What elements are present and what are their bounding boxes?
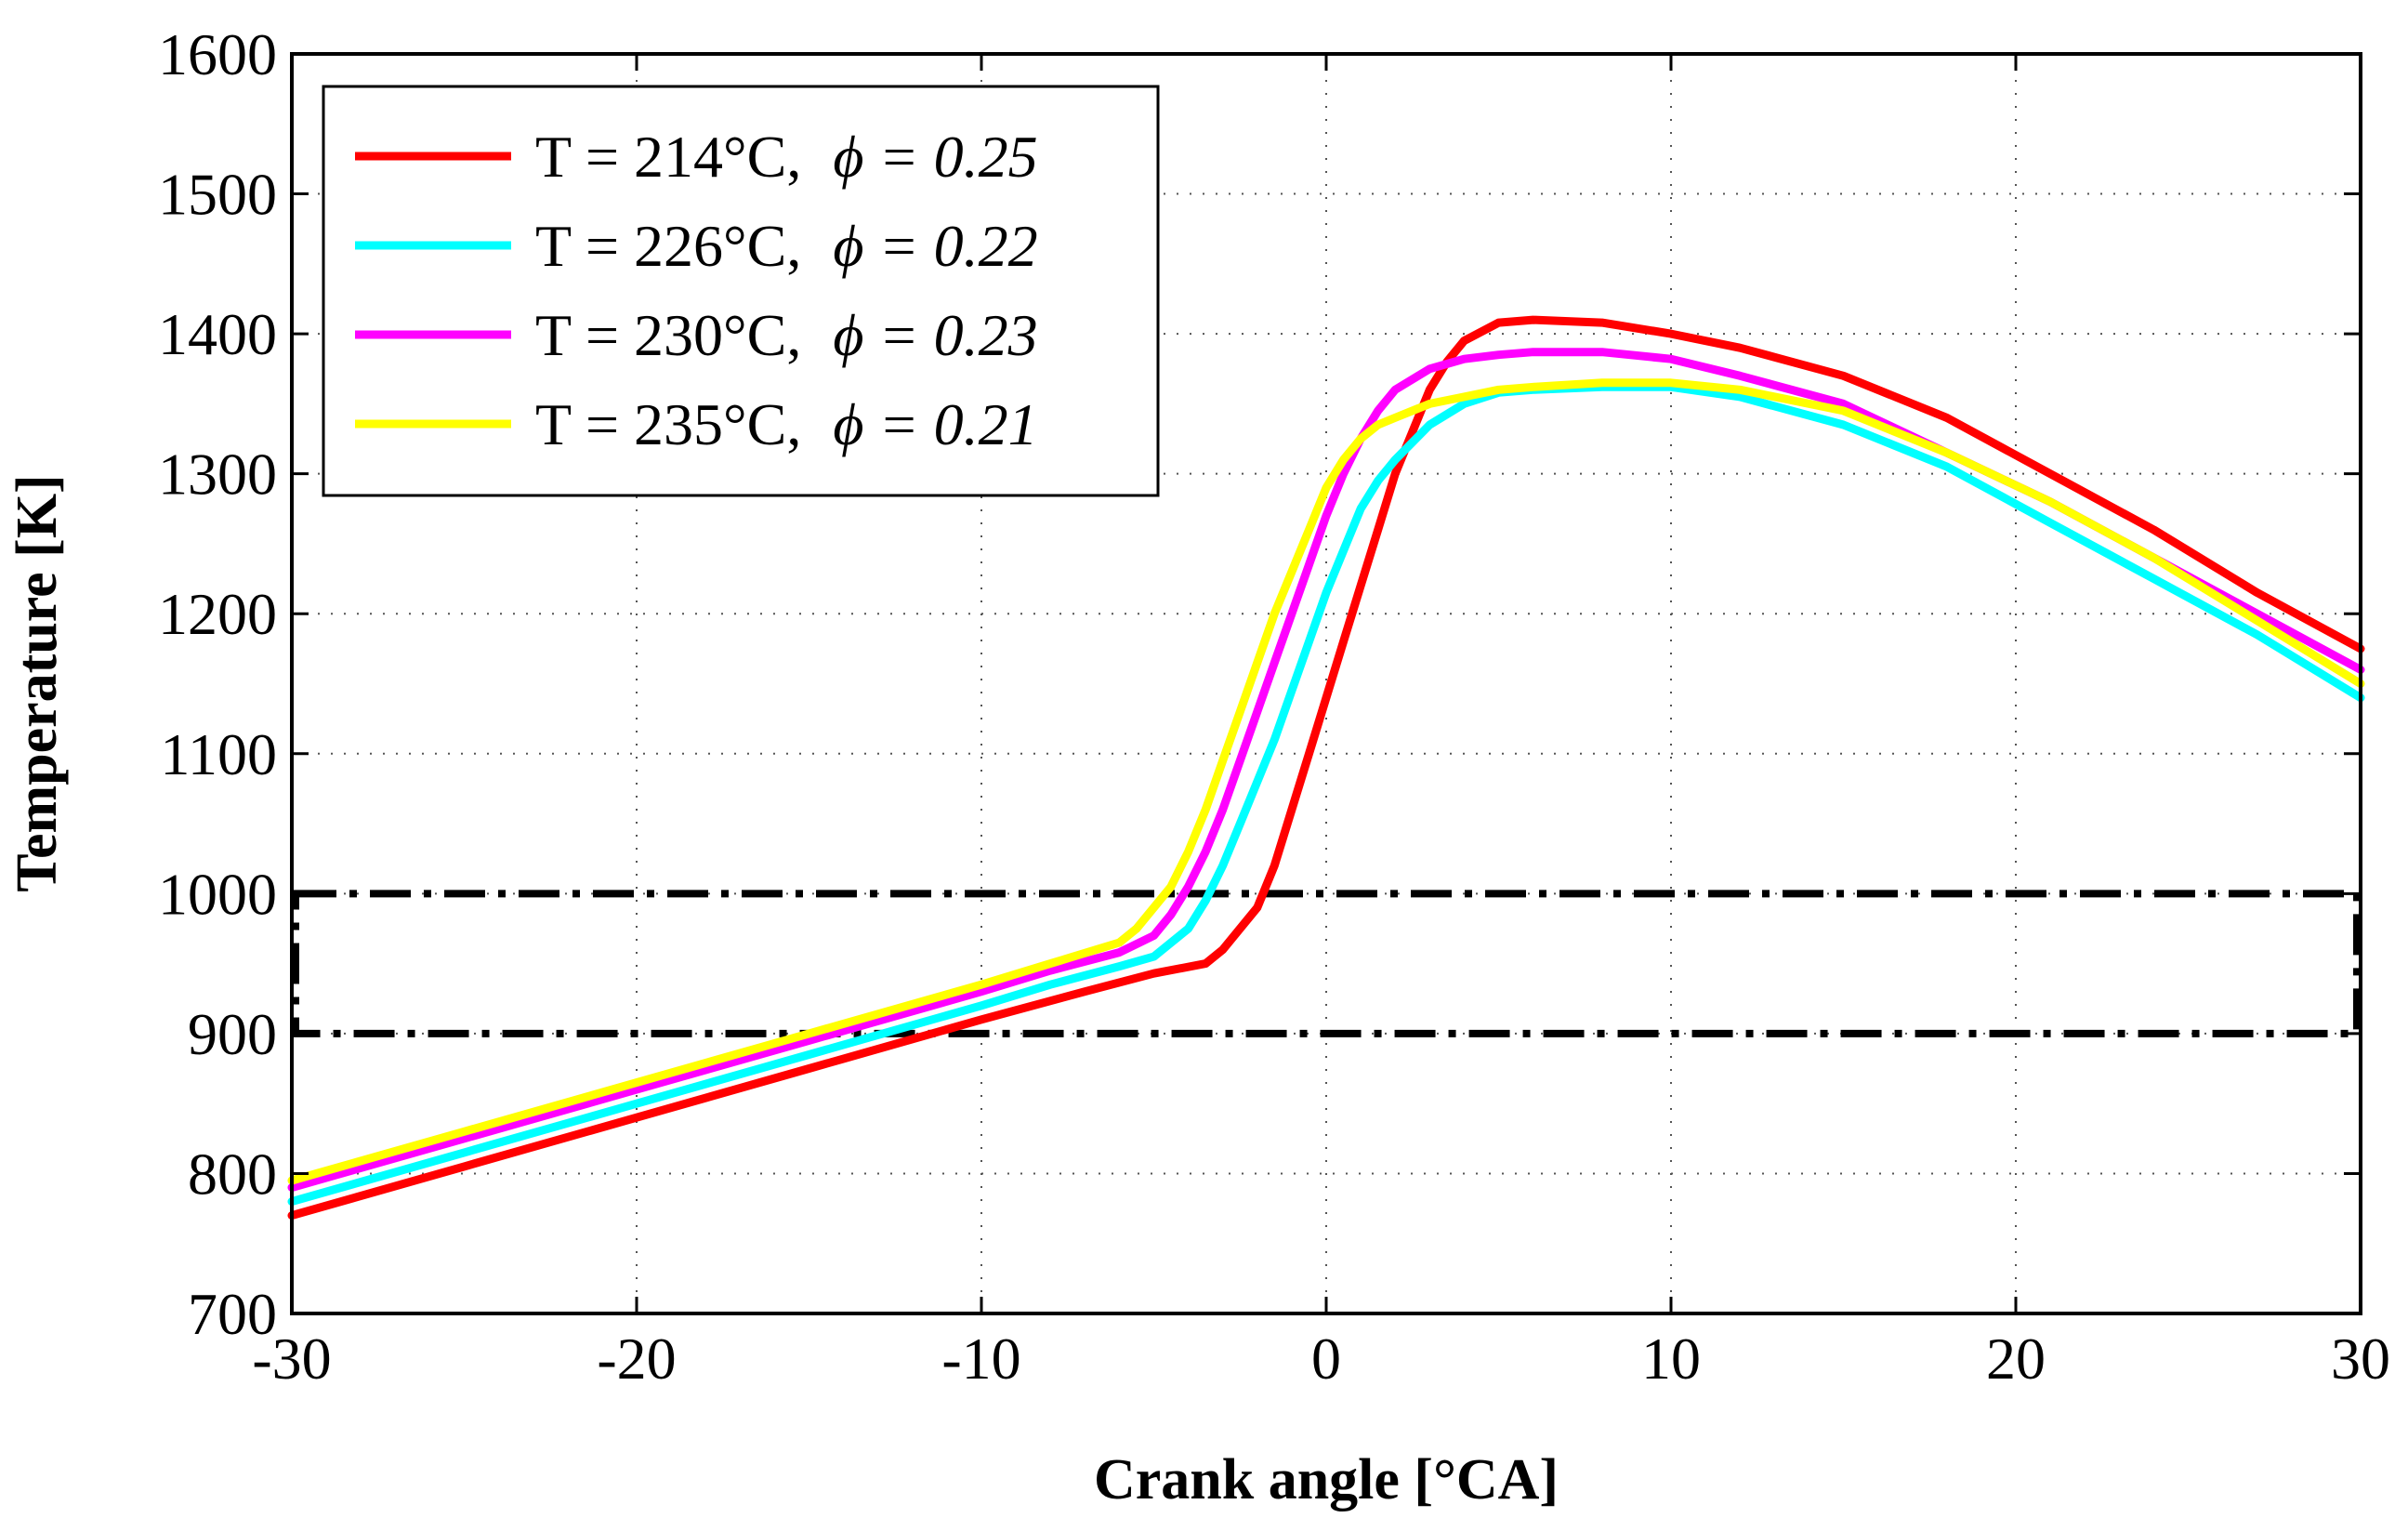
y-tick-label: 700 (188, 1281, 277, 1347)
legend-phi-1: ϕ = 0.25 (833, 124, 1037, 190)
series-line-2 (287, 382, 2365, 1207)
x-tick-label: 10 (1641, 1326, 1701, 1392)
x-tick-label: -20 (597, 1326, 676, 1392)
legend-phi-3: ϕ = 0.23 (833, 302, 1037, 368)
y-tick-label: 1600 (158, 21, 277, 87)
series-layer (287, 315, 2365, 1221)
y-tick-label: 800 (188, 1141, 277, 1207)
x-tick-label: 30 (2331, 1326, 2390, 1392)
x-axis-title: Crank angle [°CA] (1094, 1448, 1559, 1511)
x-tick-label: -30 (252, 1326, 331, 1392)
y-axis: 700 800 900 1000 1100 1200 1300 1400 1500 1600 (158, 21, 2361, 1347)
x-tick-label: 20 (1986, 1326, 2046, 1392)
legend-phi-2: ϕ = 0.22 (833, 213, 1037, 279)
y-tick-label: 1500 (158, 162, 277, 228)
y-tick-label: 1300 (158, 442, 277, 508)
y-tick-label: 1200 (158, 581, 277, 647)
legend-label-4: T = 235°C, ϕ = 0.21 (535, 391, 1038, 457)
x-axis: -30 -20 -10 0 10 20 30 (252, 54, 2390, 1392)
x-tick-label: -10 (941, 1326, 1020, 1392)
series-line-4 (287, 378, 2365, 1185)
legend-label-1: T = 214°C, ϕ = 0.25 (535, 124, 1038, 190)
legend-label-3: T = 230°C, ϕ = 0.23 (535, 302, 1038, 368)
series-line-3 (287, 348, 2365, 1192)
x-tick-label: 0 (1311, 1326, 1341, 1392)
annotation-layer (292, 890, 2361, 1037)
series-line-1 (287, 315, 2365, 1221)
y-tick-label: 1100 (160, 721, 277, 787)
y-tick-label: 1400 (158, 301, 277, 367)
y-axis-title: Temperature [K] (6, 474, 69, 891)
annotation-box (292, 890, 2361, 1037)
legend: T = 214°C, ϕ = 0.25 T = 226°C, ϕ = 0.22 T … (322, 85, 1160, 497)
y-tick-label: 1000 (158, 861, 277, 927)
legend-phi-4: ϕ = 0.21 (833, 391, 1037, 457)
legend-label-2: T = 226°C, ϕ = 0.22 (535, 213, 1038, 279)
y-tick-label: 900 (188, 1001, 277, 1067)
